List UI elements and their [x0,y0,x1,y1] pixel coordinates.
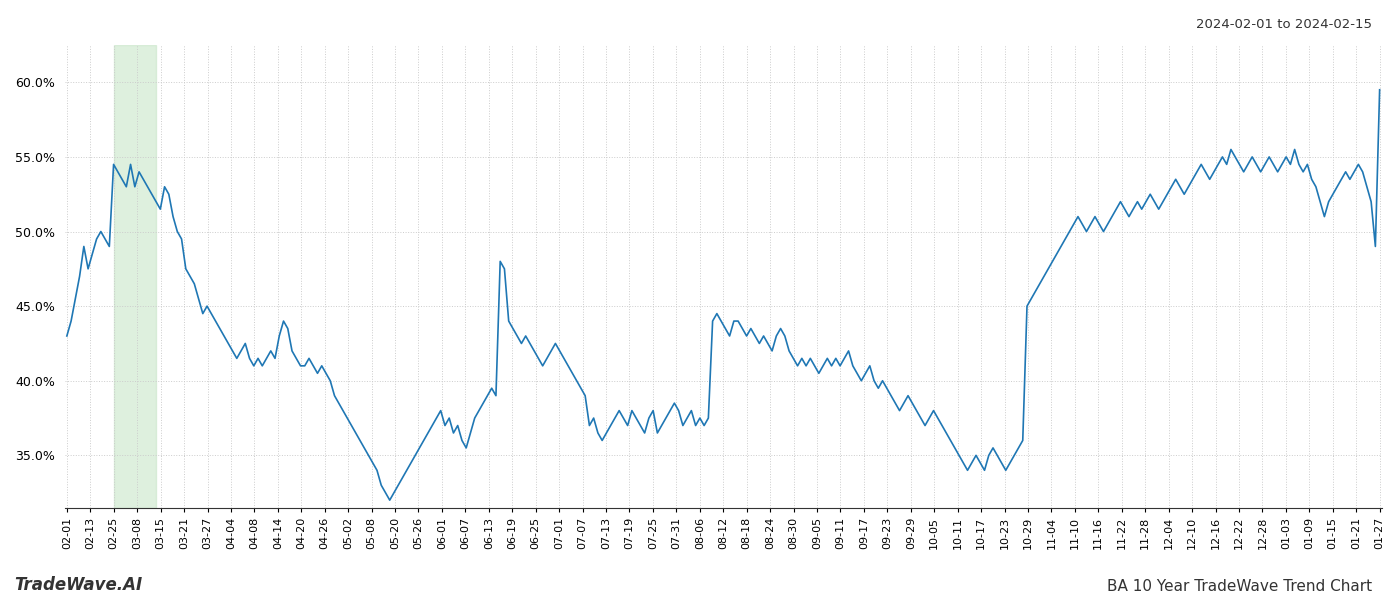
Text: BA 10 Year TradeWave Trend Chart: BA 10 Year TradeWave Trend Chart [1107,579,1372,594]
Text: TradeWave.AI: TradeWave.AI [14,576,143,594]
Text: 2024-02-01 to 2024-02-15: 2024-02-01 to 2024-02-15 [1196,18,1372,31]
Bar [113,45,155,508]
